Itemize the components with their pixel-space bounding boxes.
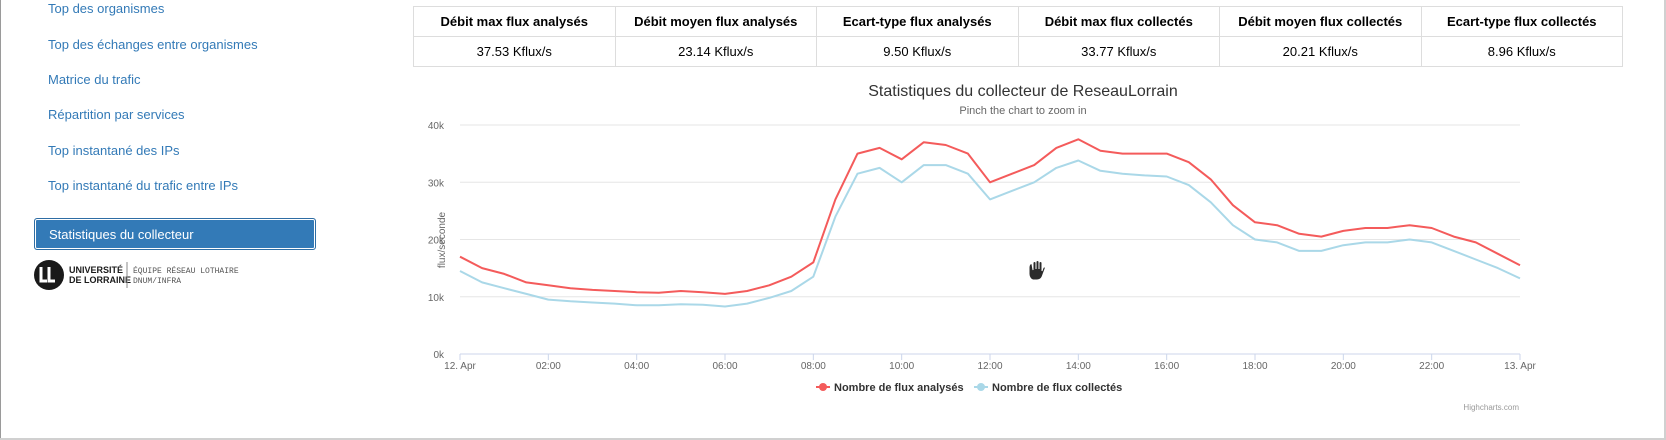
- sidebar-item-top-ips[interactable]: Top instantané des IPs: [48, 143, 180, 158]
- stats-header-row: Débit max flux analysés Débit moyen flux…: [413, 6, 1623, 37]
- sidebar-item-repartition-services[interactable]: Répartition par services: [48, 107, 185, 122]
- value-debit-moyen-analyses: 23.14 Kflux/s: [614, 36, 817, 67]
- legend-symbol-marker: [977, 383, 985, 391]
- legend-symbol-marker: [819, 383, 827, 391]
- collector-stats-chart[interactable]: Statistiques du collecteur de ReseauLorr…: [413, 78, 1633, 440]
- chart-legend: Nombre de flux analysés Nombre de flux co…: [816, 382, 1122, 394]
- y-axis-label: flux/seconde: [437, 211, 448, 268]
- y-tick-label: 10k: [428, 293, 445, 304]
- chart-subtitle: Pinch the chart to zoom in: [959, 105, 1086, 117]
- header-debit-max-collectes: Débit max flux collectés: [1017, 6, 1220, 37]
- x-tick-label: 16:00: [1154, 361, 1179, 372]
- y-tick-label: 30k: [428, 178, 445, 189]
- y-tick-labels: 0k 10k 20k 30k 40k: [428, 121, 445, 361]
- x-tick-label: 12:00: [977, 361, 1002, 372]
- chart-title: Statistiques du collecteur de ReseauLorr…: [868, 83, 1178, 100]
- x-tick-label: 22:00: [1419, 361, 1444, 372]
- grid-lines: [460, 124, 1520, 355]
- page-right-border: [1664, 0, 1666, 440]
- value-debit-moyen-collectes: 20.21 Kflux/s: [1219, 36, 1422, 67]
- x-tick-label: 13. Apr: [1504, 361, 1536, 372]
- y-tick-label: 40k: [428, 121, 445, 132]
- value-ecart-type-collectes: 8.96 Kflux/s: [1420, 36, 1623, 67]
- logo-line-4: DNUM/INFRA: [133, 277, 181, 286]
- header-ecart-type-collectes: Ecart-type flux collectés: [1420, 6, 1623, 37]
- sidebar-item-top-organismes[interactable]: Top des organismes: [48, 1, 165, 16]
- x-tick-label: 04:00: [624, 361, 649, 372]
- logo-line-3: ÉQUIPE RÉSEAU LOTHAIRE: [133, 267, 239, 276]
- collector-stats-table: Débit max flux analysés Débit moyen flux…: [413, 6, 1623, 67]
- y-tick-label: 20k: [428, 236, 445, 247]
- sidebar-item-statistiques-collecteur[interactable]: Statistiques du collecteur: [34, 218, 316, 250]
- series-layer: [459, 138, 1521, 308]
- logo-line-1: UNIVERSITÉ: [69, 265, 123, 275]
- logo-line-2: DE LORRAINE: [69, 275, 131, 285]
- value-debit-max-collectes: 33.77 Kflux/s: [1017, 36, 1220, 67]
- x-tick-label: 10:00: [889, 361, 914, 372]
- x-tick-label: 02:00: [536, 361, 561, 372]
- x-tick-label: 06:00: [712, 361, 737, 372]
- y-tick-label: 0k: [433, 350, 445, 361]
- header-debit-moyen-collectes: Débit moyen flux collectés: [1219, 6, 1422, 37]
- x-axis: 12. Apr 02:00 04:00 06:00 08:00 10:00 12:00 14:…: [444, 353, 1537, 372]
- header-debit-moyen-analyses: Débit moyen flux analysés: [614, 6, 817, 37]
- value-debit-max-analyses: 37.53 Kflux/s: [413, 36, 616, 67]
- universite-lorraine-logo: UNIVERSITÉ DE LORRAINE ÉQUIPE RÉSEAU LOT…: [34, 260, 239, 290]
- stats-value-row: 37.53 Kflux/s 23.14 Kflux/s 9.50 Kflux/s…: [413, 36, 1623, 67]
- series-line: [459, 138, 1521, 295]
- header-debit-max-analyses: Débit max flux analysés: [413, 6, 616, 37]
- legend-item-label: Nombre de flux analysés: [834, 382, 964, 394]
- page-left-border: [0, 0, 1, 440]
- sidebar-item-top-echanges[interactable]: Top des échanges entre organismes: [48, 37, 258, 52]
- x-tick-label: 18:00: [1242, 361, 1267, 372]
- sidebar-item-matrice-trafic[interactable]: Matrice du trafic: [48, 72, 141, 87]
- legend-item-label: Nombre de flux collectés: [992, 382, 1122, 394]
- sidebar-item-top-trafic-ips[interactable]: Top instantané du trafic entre IPs: [48, 178, 239, 193]
- x-tick-label: 08:00: [801, 361, 826, 372]
- hand-cursor-icon: [1028, 260, 1046, 281]
- header-ecart-type-analyses: Ecart-type flux analysés: [816, 6, 1019, 37]
- x-tick-label: 20:00: [1331, 361, 1356, 372]
- series-line: [459, 159, 1521, 308]
- logo-letters-ll: [39, 267, 55, 283]
- x-tick-label: 14:00: [1066, 361, 1091, 372]
- page-bottom-border: [0, 438, 1666, 440]
- chart-credits[interactable]: Highcharts.com: [1463, 403, 1519, 412]
- value-ecart-type-analyses: 9.50 Kflux/s: [816, 36, 1019, 67]
- x-tick-label: 12. Apr: [444, 361, 476, 372]
